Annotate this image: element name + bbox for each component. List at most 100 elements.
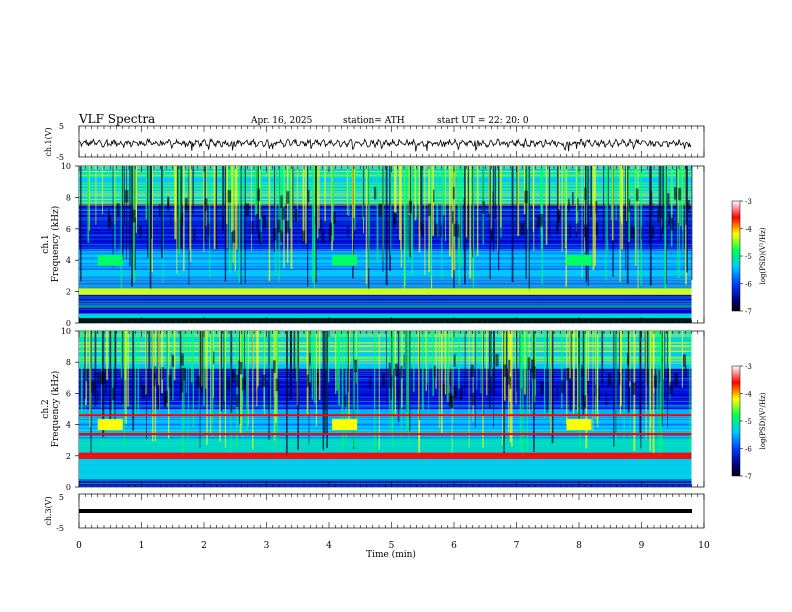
sferic-streak	[395, 166, 397, 214]
sferic-streak	[418, 166, 421, 253]
spectrogram-gap	[503, 364, 507, 377]
spectrogram-line	[79, 200, 692, 202]
spectrogram-gap	[235, 374, 240, 388]
spectrogram-line	[79, 478, 692, 479]
sferic-streak	[264, 331, 266, 415]
spectrogram-gap	[453, 354, 456, 367]
sferic-streak	[664, 331, 666, 400]
sferic-streak	[451, 331, 453, 455]
sferic-streak	[679, 166, 681, 279]
sferic-streak	[238, 166, 241, 283]
spectrogram-gap	[490, 376, 492, 390]
spectrogram-line	[79, 373, 692, 375]
sferic-streak	[573, 331, 575, 409]
spectrogram-gap	[674, 373, 679, 386]
spectrogram-gap	[472, 392, 476, 406]
sferic-streak	[174, 166, 177, 240]
spectrogram-line	[79, 408, 692, 410]
spectrogram-line	[79, 400, 692, 402]
sferic-streak	[314, 166, 317, 225]
sferic-streak	[307, 166, 309, 287]
sferic-streak	[601, 331, 604, 386]
ch2-colorbar-label: log(PSD)(V²/Hz)	[759, 392, 767, 449]
sferic-streak	[494, 166, 496, 219]
spectrogram-gap	[403, 354, 405, 368]
spectrogram-line	[79, 176, 692, 178]
spectrogram-band	[79, 430, 692, 453]
sferic-streak	[101, 331, 103, 438]
spectrogram-gap	[657, 209, 660, 223]
spectrogram-line	[79, 198, 692, 199]
spectrogram-line	[79, 449, 692, 450]
spectrogram-line	[79, 315, 692, 317]
spectrogram-line	[79, 220, 692, 221]
sferic-streak	[615, 166, 617, 221]
spectrogram-gap	[180, 379, 184, 393]
spectrogram-gap	[452, 186, 455, 200]
spectrogram-gap	[112, 387, 115, 401]
xtick-label: 8	[576, 541, 582, 551]
sferic-streak	[324, 166, 326, 222]
sferic-streak	[533, 166, 535, 251]
sferic-streak	[328, 331, 330, 383]
sferic-streak	[335, 331, 337, 394]
spectrogram-line	[79, 278, 692, 280]
sferic-streak	[528, 331, 530, 414]
spectrogram-gap	[171, 354, 175, 368]
spectrogram-line	[79, 303, 692, 305]
spectrogram-gap	[618, 372, 621, 385]
ytick-label: 6	[66, 225, 71, 234]
sferic-streak	[639, 331, 642, 433]
sferic-streak	[296, 166, 298, 222]
sferic-streak	[490, 166, 492, 231]
sferic-streak	[101, 331, 103, 445]
spectrogram-line	[79, 216, 692, 218]
spectrogram-line	[79, 380, 692, 381]
spectrogram-line	[79, 285, 692, 287]
spectrogram-gap	[258, 231, 262, 245]
sferic-streak	[524, 331, 526, 389]
spectrogram-line	[79, 428, 692, 429]
sferic-streak	[362, 166, 364, 219]
xtick-label: 6	[451, 541, 457, 551]
sferic-streak	[102, 166, 103, 215]
spectrogram-line	[79, 249, 692, 251]
sferic-streak	[587, 166, 589, 286]
spectrogram-line	[79, 468, 692, 470]
spectrogram-line	[79, 246, 692, 247]
sferic-streak	[476, 331, 478, 390]
spectrogram-gap	[272, 228, 277, 241]
sferic-streak	[179, 331, 182, 400]
spectrogram-line	[79, 203, 692, 204]
sferic-streak	[162, 166, 164, 283]
sferic-streak	[646, 331, 649, 385]
sferic-streak	[159, 331, 160, 410]
sferic-streak	[286, 166, 289, 264]
spectrogram-gap	[571, 192, 574, 205]
spectrogram-line	[79, 266, 692, 267]
sferic-streak	[517, 166, 520, 236]
spectrogram-line	[79, 305, 692, 306]
sferic-streak	[114, 166, 116, 225]
sferic-streak	[637, 166, 639, 289]
sferic-streak	[198, 331, 200, 411]
spectrogram-gap	[605, 392, 608, 406]
spectrogram-gap	[333, 211, 336, 224]
xtick-label: 5	[389, 541, 395, 551]
spectrogram-gap	[540, 381, 544, 394]
sferic-streak	[149, 166, 152, 290]
sferic-streak	[394, 166, 396, 214]
spectrogram-gap	[482, 201, 485, 214]
ch1-spectrogram-yticks: 0 2 4 6 8 10	[61, 162, 79, 328]
sferic-streak	[525, 166, 527, 279]
spectrogram-line	[79, 242, 692, 244]
colorbar-tick-label: -6	[745, 281, 752, 289]
sferic-streak	[582, 331, 585, 417]
sferic-streak	[290, 331, 293, 398]
spectrogram-gap	[227, 190, 232, 203]
spectrogram-line	[79, 261, 692, 263]
sferic-streak	[236, 331, 238, 449]
spectrogram-gap	[453, 386, 458, 399]
spectrogram-gap	[567, 199, 570, 212]
